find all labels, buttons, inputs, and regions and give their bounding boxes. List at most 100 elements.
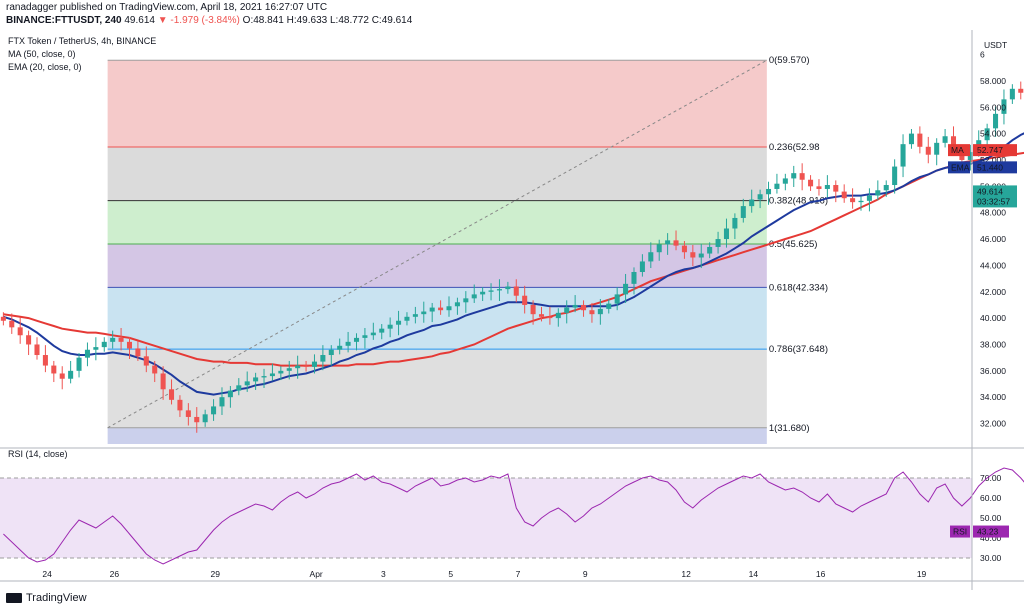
rsi-band: [0, 478, 972, 558]
last-value-text: 49.614: [977, 186, 1003, 196]
candle-body: [42, 355, 48, 366]
candle: [690, 244, 696, 267]
candle-body: [379, 328, 385, 333]
candle-body: [480, 291, 486, 295]
candle-body: [765, 188, 772, 195]
candle-body: [126, 341, 133, 349]
tradingview-logo[interactable]: TradingView: [6, 592, 87, 604]
candle: [387, 317, 393, 338]
candle: [110, 330, 116, 349]
candle: [707, 242, 713, 259]
candle-body: [353, 337, 360, 342]
candle: [370, 322, 376, 340]
candle: [1001, 89, 1007, 125]
candle-body: [833, 185, 839, 192]
candle-body: [135, 348, 141, 357]
time-tick-label: 19: [917, 569, 927, 579]
candle-body: [84, 349, 90, 358]
candle: [774, 173, 780, 194]
candle-body: [757, 194, 763, 200]
candle-body: [194, 416, 200, 423]
last-name-text: MA: [951, 145, 964, 155]
candle-body: [808, 179, 814, 187]
candle: [631, 267, 637, 295]
candle-body: [488, 290, 494, 292]
candle: [396, 310, 402, 336]
low-value: 48.772: [338, 15, 369, 26]
candle-body: [581, 304, 587, 311]
candle: [715, 231, 721, 254]
candle-body: [152, 365, 158, 374]
open-value: 48.841: [253, 15, 284, 26]
candle: [883, 180, 889, 197]
candle: [875, 180, 881, 201]
candle: [942, 129, 948, 148]
candle: [42, 345, 48, 373]
candle: [126, 337, 133, 359]
candle: [791, 165, 797, 187]
candle-body: [967, 152, 973, 160]
last-price: 49.614: [124, 15, 155, 26]
publisher-line: ranadagger published on TradingView.com,…: [6, 2, 327, 13]
candle-body: [690, 252, 696, 258]
candle: [286, 360, 292, 380]
time-tick-label: 14: [749, 569, 759, 579]
close-value: 49.614: [381, 15, 413, 26]
rsi-name-text: RSI: [953, 527, 967, 537]
price-tick-label: 56.000: [980, 102, 1006, 112]
candle: [454, 297, 460, 315]
candle-body: [143, 356, 149, 366]
price-chart[interactable]: 0(59.570) 0.236(52.98 0.382(48.916) 0.5(45.…: [0, 30, 1024, 590]
candle: [656, 239, 662, 261]
candle: [236, 378, 242, 396]
rsi-tick-label: 60.00: [980, 493, 1002, 503]
rsi-tick-label: 40.00: [980, 533, 1002, 543]
fib-level-label: 0.236(52.98: [769, 142, 820, 153]
time-tick-label: Apr: [310, 569, 323, 579]
candle: [984, 123, 990, 147]
high-value: 49.633: [296, 15, 328, 26]
candle: [278, 366, 284, 381]
candle: [101, 337, 107, 352]
legend-ema: EMA (20, close, 0): [8, 62, 82, 72]
candle: [185, 403, 191, 426]
last-value-tag: [973, 144, 1017, 157]
candle-body: [858, 200, 864, 203]
candle-body: [707, 246, 713, 254]
low-label: L:: [329, 15, 339, 26]
candle: [698, 243, 704, 269]
candle: [614, 287, 620, 311]
fib-level-label: 0.618(42.334): [769, 282, 828, 293]
candle: [9, 313, 15, 334]
candle: [496, 279, 502, 301]
time-tick-label: 3: [381, 569, 386, 579]
candle-body: [639, 261, 645, 272]
candle: [404, 312, 410, 326]
candle: [799, 163, 805, 191]
price-tick-label: 40.000: [980, 313, 1006, 323]
candle-body: [656, 244, 662, 253]
candle-body: [791, 173, 797, 179]
candle-body: [900, 144, 906, 167]
candle: [581, 300, 587, 317]
last-name-tag: [948, 161, 970, 174]
candle: [572, 295, 578, 313]
candle-body: [0, 316, 6, 321]
candle: [925, 136, 931, 164]
candle: [589, 302, 595, 323]
high-label: H:: [286, 15, 297, 26]
candle-body: [555, 312, 561, 319]
candle-body: [589, 310, 595, 315]
candle-body: [9, 320, 15, 328]
candle: [169, 379, 175, 405]
candle: [227, 385, 233, 408]
candle-body: [698, 253, 704, 258]
candle-body: [1009, 88, 1015, 100]
candle-body: [311, 361, 317, 367]
candle-body: [740, 206, 746, 218]
candle-body: [118, 337, 124, 342]
last-name-text: EMA: [951, 162, 970, 172]
time-tick-label: 26: [110, 569, 120, 579]
candle-body: [883, 185, 889, 191]
candle-body: [732, 217, 738, 229]
